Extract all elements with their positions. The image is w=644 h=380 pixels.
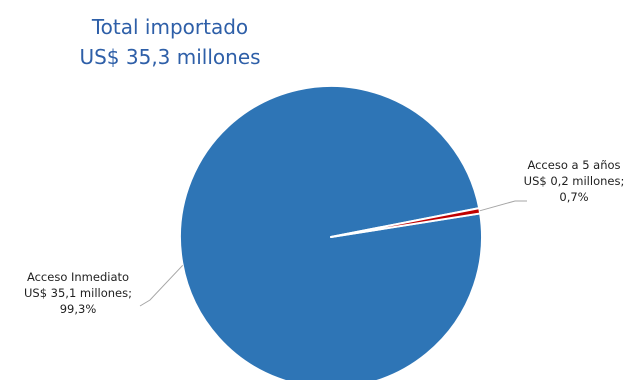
chart-title-line-1: Total importado: [91, 15, 249, 39]
slice-label-acceso-5-anos-value: US$ 0,2 millones;: [523, 174, 625, 188]
slice-label-acceso-inmediato-name: Acceso Inmediato: [26, 270, 130, 284]
slice-label-acceso-5-anos: Acceso a 5 años US$ 0,2 millones; 0,7%: [506, 157, 642, 205]
slice-label-acceso-inmediato-value: US$ 35,1 millones;: [23, 286, 132, 300]
slice-label-acceso-inmediato: Acceso Inmediato US$ 35,1 millones; 99,3…: [2, 269, 154, 317]
slice-label-acceso-5-anos-name: Acceso a 5 años: [527, 158, 621, 172]
slice-label-acceso-5-anos-percent: 0,7%: [559, 190, 589, 204]
slice-acceso-inmediato: [178, 85, 483, 380]
slice-label-acceso-inmediato-percent: 99,3%: [59, 302, 97, 316]
leader-line-acceso-5-anos: [479, 200, 527, 212]
chart-title-line-2: US$ 35,3 millones: [79, 45, 261, 69]
leader-line-acceso-inmediato: [139, 264, 184, 307]
chart-title: Total importado US$ 35,3 millones: [20, 12, 320, 72]
